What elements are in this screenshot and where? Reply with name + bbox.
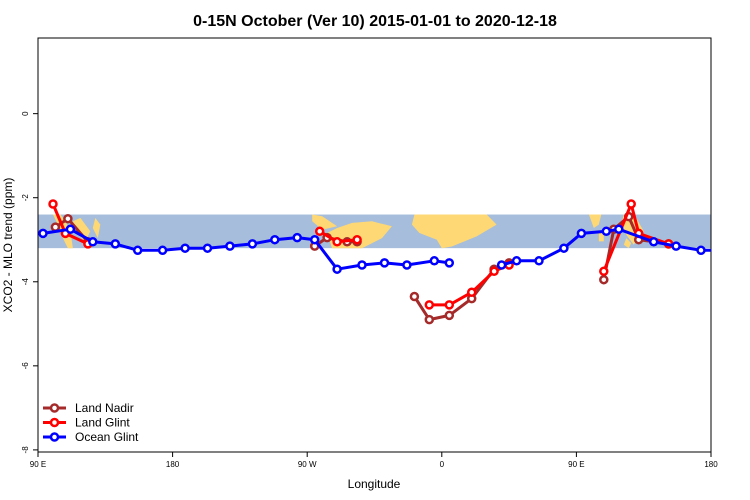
- legend-label: Ocean Glint: [75, 430, 139, 444]
- data-point-ocean-glint: [247, 239, 258, 249]
- data-point-ocean-glint: [671, 241, 681, 251]
- data-point-ocean-glint: [720, 247, 727, 254]
- data-point-ocean-glint: [614, 224, 624, 234]
- land-central-america: [312, 214, 338, 230]
- land-philippines: [92, 217, 101, 239]
- data-point-ocean-glint: [402, 260, 412, 270]
- data-point-land-nadir: [50, 222, 61, 232]
- data-point-land-nadir: [424, 314, 435, 325]
- y-tick-label: -2: [21, 194, 30, 202]
- data-point-ocean-glint: [534, 256, 544, 266]
- legend-item-ocean-glint: Ocean Glint: [43, 430, 139, 444]
- data-point-ocean-glint: [511, 256, 522, 266]
- data-point-land-glint: [352, 234, 362, 245]
- x-axis-label: Longitude: [348, 477, 401, 491]
- data-point-land-glint: [424, 300, 435, 310]
- data-point-ocean-glint: [696, 245, 706, 256]
- data-point-ocean-glint: [270, 234, 280, 245]
- y-tick-label: -4: [21, 278, 30, 286]
- y-tick-label: 0: [21, 111, 30, 116]
- x-tick-label: 180: [166, 460, 180, 469]
- data-point-land-glint: [626, 199, 636, 209]
- data-point-ocean-glint: [576, 228, 587, 239]
- y-axis: 0 -2 -4 -6 -8: [21, 111, 38, 454]
- plot-frame: [37, 37, 712, 453]
- data-point-ocean-glint: [38, 228, 48, 239]
- land-sumatra: [623, 238, 632, 249]
- data-point-ocean-glint: [202, 243, 213, 253]
- legend-item-land-glint: Land Glint: [43, 416, 130, 430]
- data-point-ocean-glint: [601, 226, 612, 237]
- legend-label: Land Nadir: [75, 401, 134, 415]
- data-point-land-nadir: [444, 310, 455, 321]
- data-point-land-glint: [332, 237, 342, 247]
- data-point-ocean-glint: [65, 224, 76, 234]
- data-point-land-glint: [489, 266, 499, 277]
- data-point-ocean-glint: [180, 243, 190, 253]
- data-point-ocean-glint: [110, 239, 121, 249]
- land-southeast-asia: [72, 217, 91, 242]
- y-tick-label: -6: [21, 362, 30, 370]
- data-point-ocean-glint: [496, 260, 507, 270]
- data-point-land-glint: [314, 226, 325, 237]
- x-axis: 90 E 180 90 W 0 90 E 180: [30, 452, 718, 469]
- legend-marker: [49, 432, 60, 442]
- data-point-land-glint: [444, 300, 455, 310]
- data-point-ocean-glint: [292, 232, 302, 243]
- land-africa: [411, 214, 497, 249]
- y-tick-label: -8: [21, 446, 30, 454]
- data-point-ocean-glint: [648, 237, 659, 247]
- legend-marker: [49, 403, 60, 413]
- data-point-ocean-glint: [157, 245, 168, 256]
- x-tick-label: 90 W: [298, 460, 317, 469]
- data-point-ocean-glint: [559, 243, 569, 253]
- data-point-land-glint: [599, 266, 609, 277]
- data-point-ocean-glint: [429, 256, 440, 266]
- data-point-ocean-glint: [357, 260, 367, 270]
- data-point-ocean-glint: [132, 245, 143, 256]
- legend-item-land-nadir: Land Nadir: [43, 401, 134, 415]
- data-point-ocean-glint: [379, 258, 390, 268]
- y-axis-label: XCO2 - MLO trend (ppm): [1, 178, 15, 313]
- data-point-ocean-glint: [309, 234, 320, 245]
- data-point-land-nadir: [409, 291, 420, 302]
- data-point-land-nadir: [63, 213, 73, 224]
- data-point-ocean-glint: [332, 264, 342, 274]
- series-layer: [38, 199, 727, 325]
- data-point-land-glint: [48, 199, 58, 209]
- series-ocean-glint: [38, 224, 727, 274]
- land-india: [588, 214, 602, 228]
- legend-marker: [49, 417, 60, 428]
- data-point-ocean-glint: [88, 237, 98, 247]
- x-tick-label: 90 E: [568, 460, 584, 469]
- x-tick-label: 180: [704, 460, 718, 469]
- data-point-ocean-glint: [444, 258, 455, 268]
- data-point-ocean-glint: [225, 241, 235, 251]
- x-tick-label: 0: [440, 460, 445, 469]
- chart-title: 0-15N October (Ver 10) 2015-01-01 to 202…: [193, 13, 557, 30]
- legend-label: Land Glint: [75, 416, 130, 430]
- data-point-land-nadir: [599, 274, 609, 285]
- data-point-land-glint: [466, 287, 477, 298]
- x-tick-label: 90 E: [30, 460, 46, 469]
